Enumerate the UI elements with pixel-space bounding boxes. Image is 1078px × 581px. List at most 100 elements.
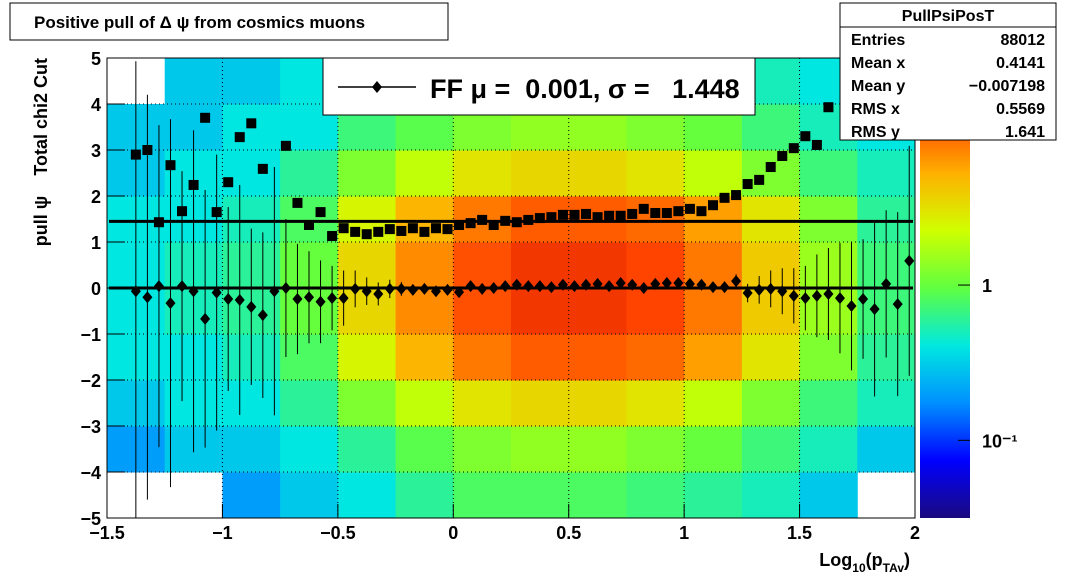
point xyxy=(881,277,892,290)
point xyxy=(477,214,488,225)
point xyxy=(188,285,199,298)
point xyxy=(177,280,188,293)
heatmap-cell xyxy=(337,150,397,197)
point xyxy=(327,231,338,242)
point xyxy=(350,282,361,295)
point xyxy=(696,206,707,217)
point xyxy=(534,213,545,224)
point xyxy=(650,208,661,219)
point xyxy=(627,278,638,291)
point xyxy=(488,282,499,294)
stats-name: RMS y xyxy=(851,124,900,141)
point xyxy=(407,283,418,296)
point xyxy=(708,281,718,294)
heatmap-cell xyxy=(280,426,339,473)
point xyxy=(500,215,511,226)
point xyxy=(754,174,765,185)
title-box xyxy=(9,2,449,41)
point xyxy=(673,276,684,289)
point xyxy=(534,280,545,293)
heatmap-cell xyxy=(337,380,397,427)
heatmap-cell xyxy=(511,472,570,519)
heatmap-cell xyxy=(453,472,512,519)
point xyxy=(130,285,141,298)
stats-value: 0.5569 xyxy=(996,101,1045,118)
point xyxy=(500,280,511,293)
heatmap-cell xyxy=(453,426,512,473)
point xyxy=(788,289,799,302)
heatmap-cell xyxy=(799,380,858,427)
heatmap-cell xyxy=(626,472,685,519)
stats-box xyxy=(839,2,1057,141)
stats-value: 1.641 xyxy=(1005,124,1045,141)
heatmap-cell xyxy=(222,58,281,105)
point xyxy=(592,212,603,223)
y-tick-label: 2 xyxy=(91,187,101,207)
point xyxy=(361,285,372,298)
stats-name: Mean y xyxy=(851,78,905,95)
point xyxy=(846,299,857,312)
point xyxy=(869,303,880,316)
point xyxy=(581,278,592,291)
heatmap-cell xyxy=(222,150,281,197)
point xyxy=(892,298,903,311)
heatmap-cell xyxy=(453,150,512,197)
point xyxy=(569,280,580,293)
heatmap-cell xyxy=(684,150,743,197)
heatmap-cell xyxy=(741,380,801,427)
point xyxy=(604,210,615,221)
point xyxy=(419,282,430,295)
heatmap-cell xyxy=(626,196,685,243)
heatmap-cell xyxy=(568,288,627,335)
point xyxy=(454,219,465,230)
point xyxy=(661,208,672,219)
point xyxy=(511,278,522,291)
point xyxy=(569,209,580,220)
point xyxy=(742,179,753,190)
y-tick-label: 5 xyxy=(91,49,101,69)
heatmap-cell xyxy=(626,426,685,473)
point xyxy=(338,292,349,305)
heatmap-cell xyxy=(568,472,627,519)
heatmap-cell xyxy=(222,380,281,427)
heatmap-cell xyxy=(626,334,685,381)
point xyxy=(754,283,765,296)
point xyxy=(430,285,441,298)
heatmap-cell xyxy=(511,150,570,197)
point xyxy=(777,150,788,161)
point xyxy=(627,208,638,219)
heatmap-cell xyxy=(857,150,916,197)
point xyxy=(811,139,822,150)
heatmap-cell xyxy=(395,334,454,381)
point xyxy=(361,229,372,240)
x-tick-label: 1 xyxy=(679,523,689,543)
point xyxy=(638,282,649,294)
y-tick-label: 4 xyxy=(91,95,101,115)
heatmap-cell xyxy=(568,426,627,473)
point xyxy=(246,118,257,129)
point xyxy=(292,293,303,306)
point xyxy=(292,197,303,208)
y-tick-label: 1 xyxy=(91,233,101,253)
point xyxy=(858,293,869,306)
point xyxy=(615,276,626,289)
heatmap-cell xyxy=(280,472,339,519)
heatmap-cell xyxy=(857,380,916,427)
heatmap-cell xyxy=(684,472,743,519)
legend-marker xyxy=(372,81,382,93)
stats-name: Mean x xyxy=(851,55,905,72)
point xyxy=(557,278,568,291)
point xyxy=(338,223,349,234)
point xyxy=(223,177,234,188)
heatmap-cell xyxy=(511,426,570,473)
heatmap-cell xyxy=(337,334,397,381)
point xyxy=(246,300,257,313)
heatmap-cell xyxy=(684,380,743,427)
point xyxy=(546,281,557,294)
point xyxy=(407,223,418,234)
heatmap-cell xyxy=(511,334,570,381)
point xyxy=(523,214,534,225)
point xyxy=(165,297,176,310)
heatmap-cell xyxy=(741,334,801,381)
